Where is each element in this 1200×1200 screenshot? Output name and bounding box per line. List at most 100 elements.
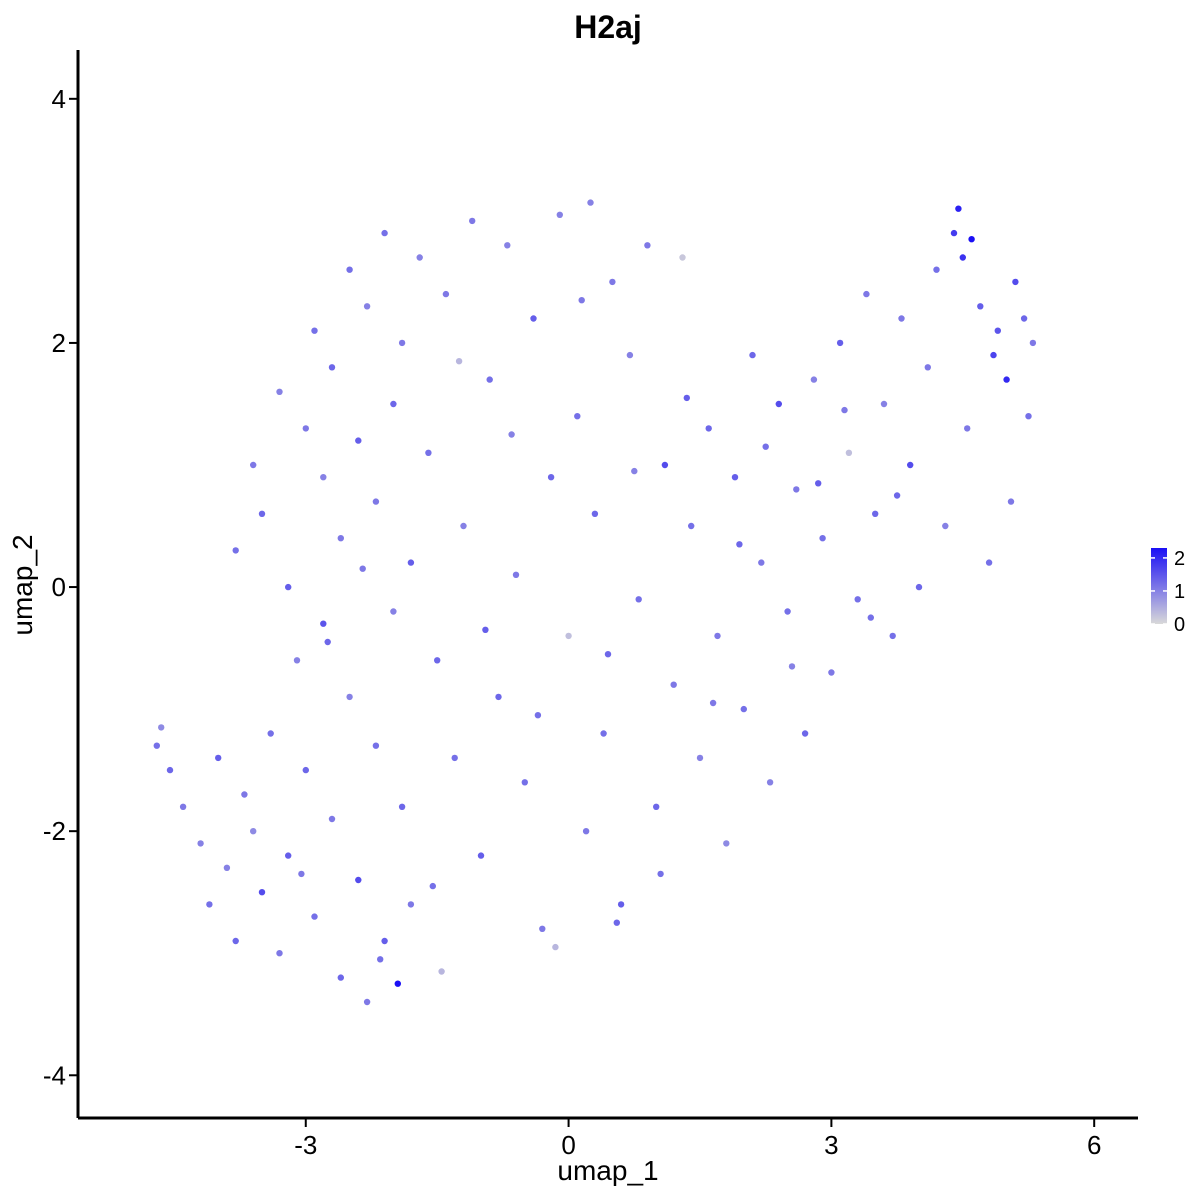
data-point — [915, 583, 923, 591]
data-point — [390, 400, 397, 408]
data-point — [819, 535, 826, 542]
x-tick-label: 0 — [561, 1130, 575, 1160]
data-point — [863, 290, 870, 298]
data-point — [578, 297, 585, 304]
data-point — [964, 425, 971, 432]
data-point — [434, 657, 441, 664]
data-point — [521, 779, 528, 786]
data-point — [258, 510, 266, 517]
data-point — [328, 364, 336, 371]
data-point — [276, 950, 283, 957]
data-point — [460, 522, 467, 530]
data-point — [469, 217, 476, 225]
data-point — [390, 608, 397, 615]
data-point — [363, 998, 371, 1006]
data-point — [959, 254, 966, 261]
data-point — [565, 632, 572, 640]
data-point — [907, 461, 914, 469]
y-tick-label: 2 — [52, 328, 66, 358]
data-point — [495, 693, 502, 701]
data-point — [872, 510, 879, 517]
colorbar-tick-label: 1 — [1174, 581, 1185, 603]
data-point — [854, 596, 861, 603]
data-point — [705, 425, 712, 432]
data-point — [815, 480, 822, 487]
data-point — [359, 565, 366, 572]
data-point — [631, 467, 638, 475]
data-point — [801, 730, 809, 737]
data-point — [556, 211, 563, 218]
data-point — [398, 803, 406, 810]
data-point — [784, 608, 791, 615]
data-point — [258, 889, 266, 896]
data-point — [320, 620, 327, 627]
data-point — [955, 205, 962, 212]
data-point — [968, 236, 975, 243]
data-point — [302, 425, 309, 432]
data-point — [1025, 413, 1032, 420]
data-point — [635, 596, 642, 603]
data-point — [898, 315, 905, 322]
y-axis: -4 -2 0 2 4 — [43, 50, 80, 1118]
data-point — [438, 968, 445, 975]
data-point — [455, 358, 463, 365]
data-point — [985, 559, 993, 566]
data-point — [451, 754, 458, 762]
data-point — [617, 901, 625, 908]
data-point — [924, 364, 931, 371]
data-point — [504, 242, 511, 249]
x-tick-label: 6 — [1087, 1130, 1101, 1160]
data-point — [723, 840, 730, 847]
data-point — [293, 657, 301, 664]
data-point — [731, 474, 739, 481]
data-point — [626, 351, 634, 359]
data-point — [179, 803, 187, 810]
data-point — [1007, 498, 1015, 505]
data-point — [828, 669, 835, 676]
data-point — [688, 522, 695, 530]
data-point — [683, 394, 690, 402]
colorbar-legend: 0 1 2 — [1151, 548, 1185, 636]
y-tick-label: 0 — [52, 572, 66, 602]
data-point — [775, 400, 782, 408]
data-point — [994, 327, 1001, 334]
data-point — [337, 535, 344, 542]
y-tick-label: -4 — [43, 1060, 66, 1090]
data-point — [276, 388, 283, 395]
data-point — [793, 486, 800, 493]
data-point — [223, 864, 231, 871]
data-point — [845, 449, 853, 456]
data-point — [442, 290, 450, 298]
data-point — [232, 547, 239, 554]
data-point — [552, 943, 559, 951]
data-point — [591, 510, 599, 517]
y-tick-label: -2 — [43, 816, 66, 846]
data-point — [644, 242, 651, 249]
data-point — [425, 449, 432, 456]
data-point — [950, 229, 958, 237]
data-point — [679, 254, 686, 261]
data-point — [758, 559, 765, 566]
colorbar-ticks: 0 1 2 — [1151, 548, 1185, 636]
data-point — [600, 730, 607, 737]
data-point — [363, 303, 371, 310]
data-point — [661, 461, 669, 469]
data-point — [977, 303, 984, 310]
data-point — [398, 339, 406, 347]
data-point — [241, 791, 248, 798]
data-point — [267, 730, 274, 737]
data-point — [749, 351, 756, 359]
data-point — [1029, 339, 1037, 347]
data-point — [841, 406, 848, 414]
data-point — [328, 815, 336, 823]
data-point — [372, 742, 380, 749]
data-point — [788, 663, 796, 670]
data-point — [346, 693, 353, 701]
x-tick-label: -3 — [294, 1130, 317, 1160]
data-point — [867, 614, 874, 621]
colorbar-tick-label: 0 — [1174, 614, 1185, 636]
data-point — [377, 956, 384, 963]
data-point — [539, 925, 546, 932]
data-point — [1012, 278, 1019, 286]
data-point — [604, 651, 612, 658]
